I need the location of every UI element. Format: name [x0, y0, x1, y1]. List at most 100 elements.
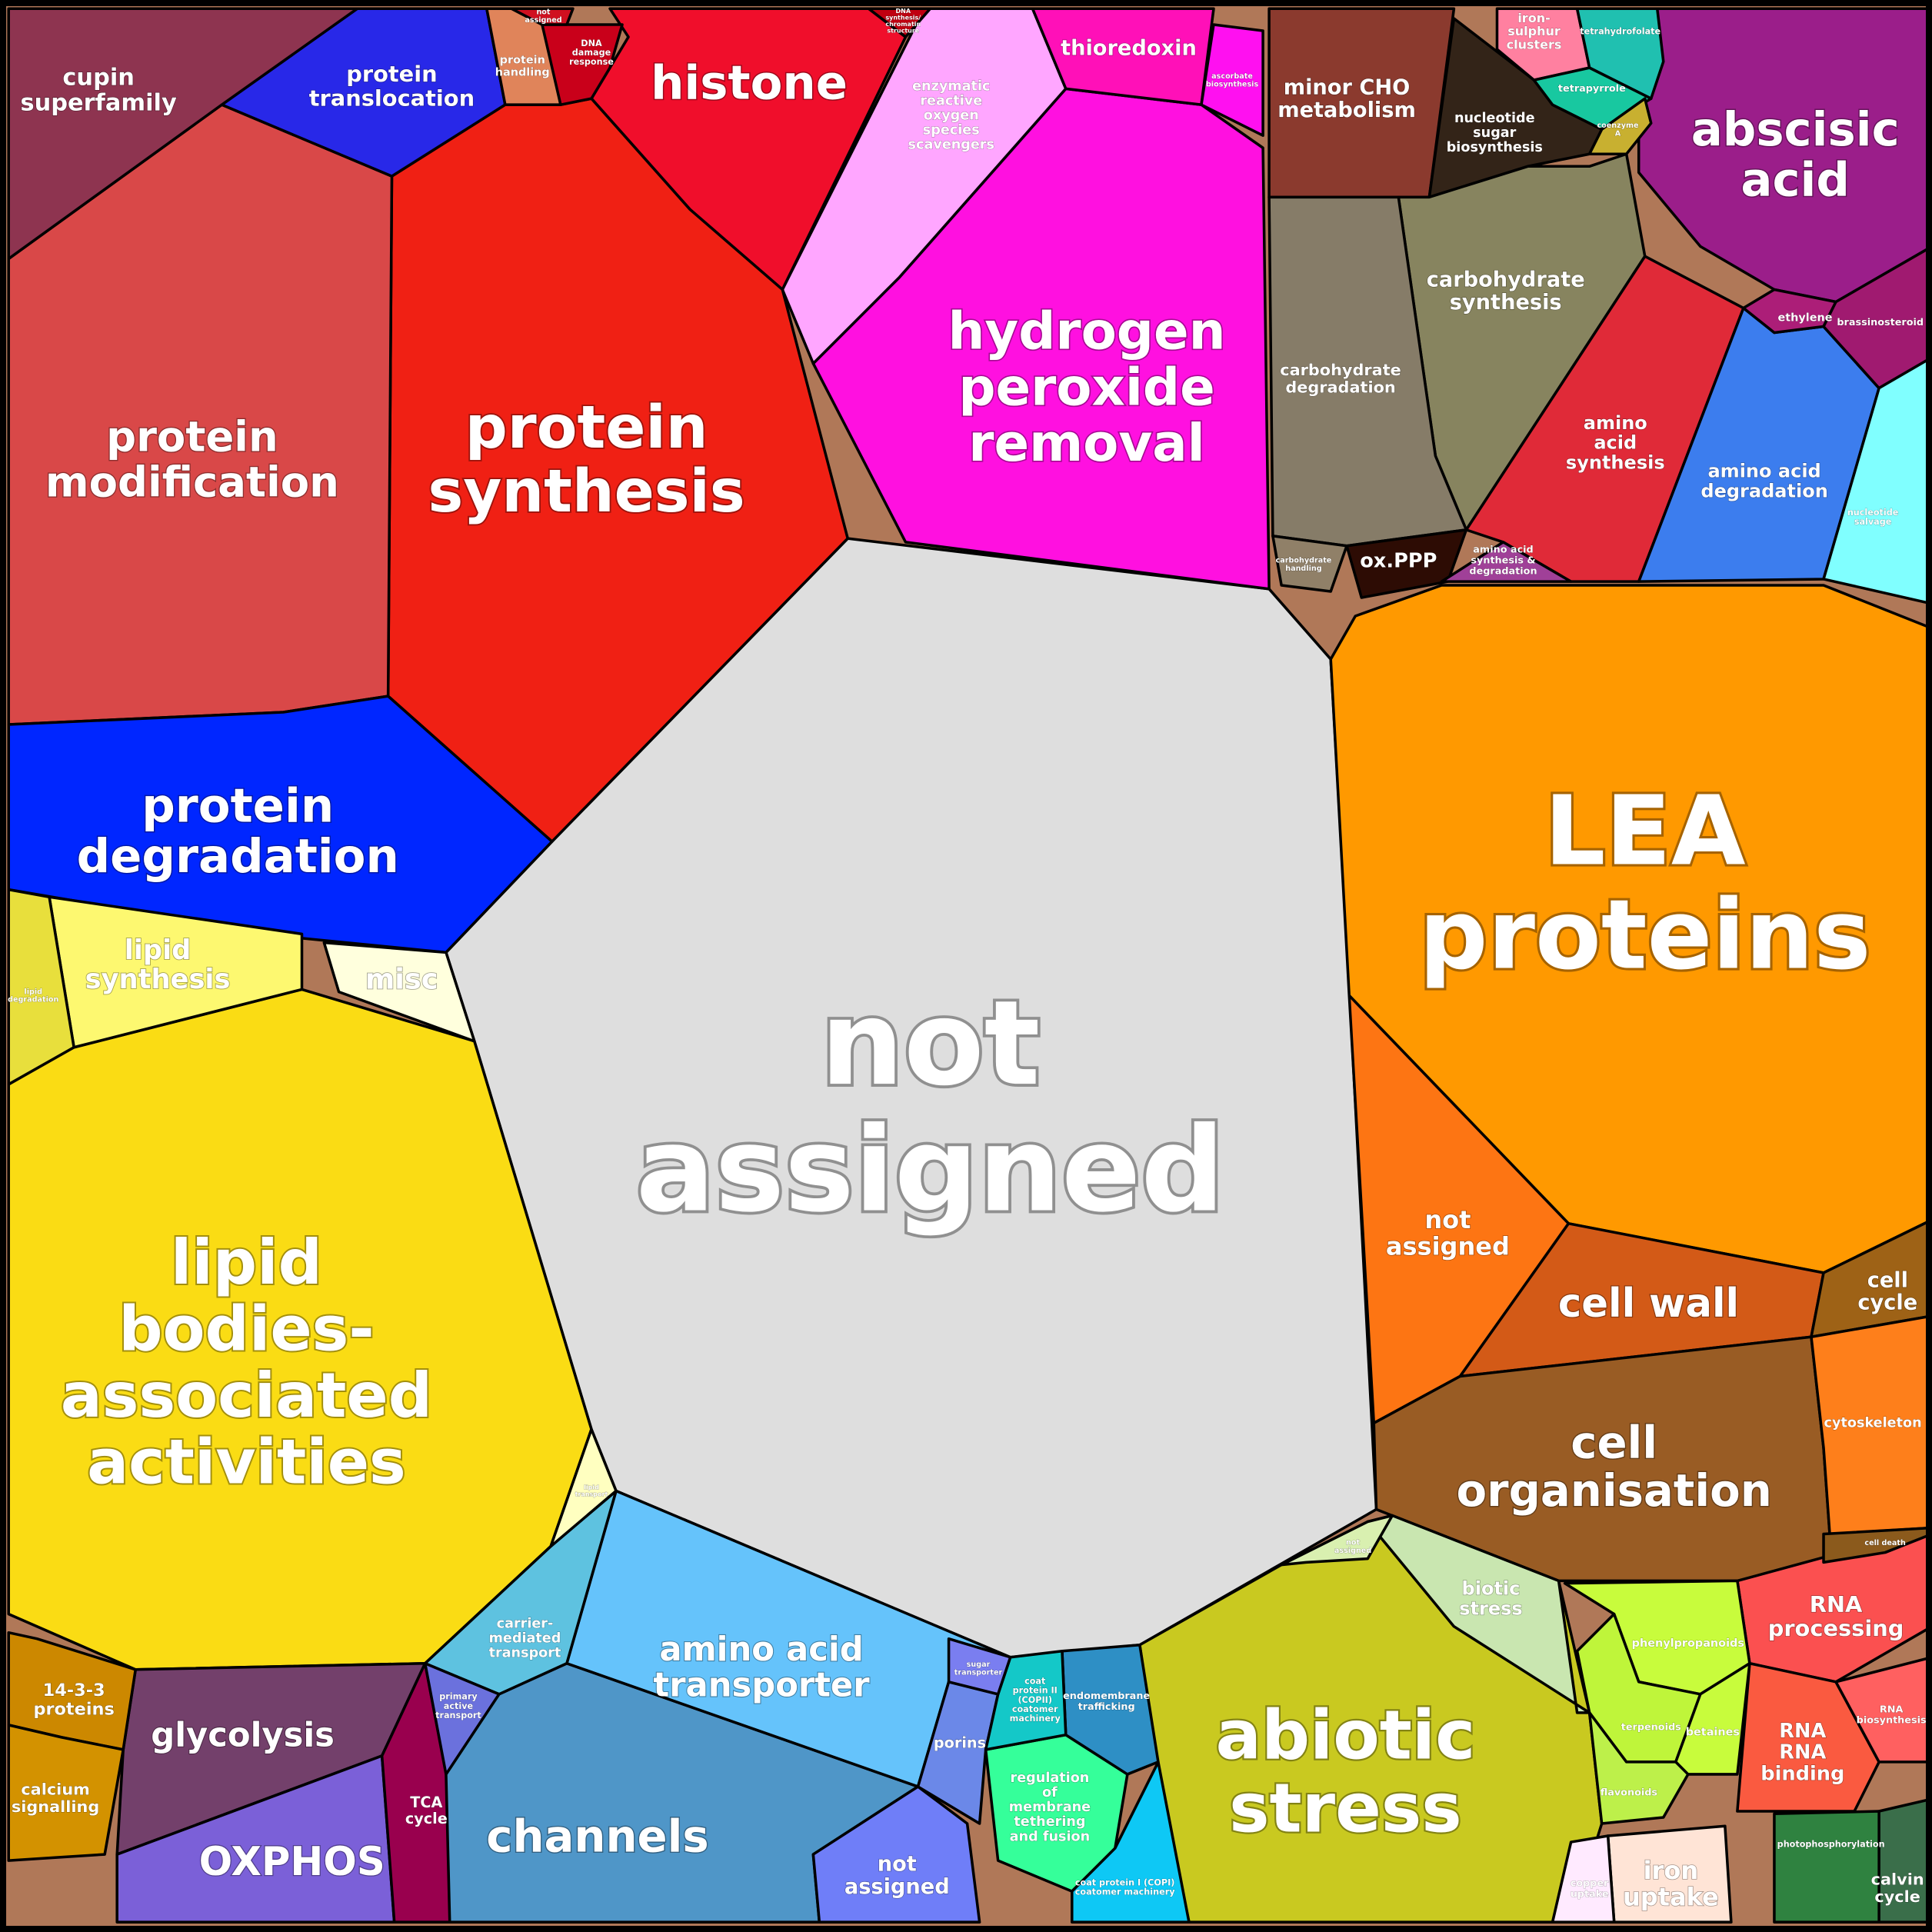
cell-label: not: [536, 8, 550, 17]
cell-label: acid: [1594, 432, 1637, 454]
cell: [811, 1785, 981, 1924]
cell-label: thioredoxin: [1061, 37, 1197, 61]
cell-label: coatomer machinery: [1075, 1887, 1175, 1897]
cell-label: clusters: [1507, 37, 1562, 52]
cell-label: cell: [1867, 1268, 1908, 1292]
cell-label: handling: [1285, 565, 1321, 573]
cell: [510, 7, 575, 26]
cell-label: amino acid: [1473, 545, 1533, 556]
cell-label: protein: [500, 55, 545, 67]
cell: [1200, 23, 1264, 137]
cell-label: carbohydrate: [1427, 268, 1585, 291]
cell-label: not: [878, 1853, 917, 1877]
cell: [1822, 355, 1932, 605]
cell: [7, 888, 75, 1086]
cell-label: chromatin: [885, 21, 921, 28]
cell: [7, 1724, 125, 1862]
cell-label: (COPII): [1018, 1695, 1052, 1705]
cell: [1877, 1797, 1932, 1924]
cell-label: LEA: [1544, 775, 1746, 887]
cell: [7, 7, 359, 261]
cell-label: not: [821, 975, 1041, 1111]
cell-label: terpenoids: [1621, 1722, 1681, 1734]
cell-label: degradation: [1469, 565, 1537, 577]
cell-label: synthesis: [1450, 291, 1562, 315]
cell: [1587, 1711, 1690, 1825]
cell: [1551, 1834, 1616, 1924]
cell-label: ox.PPP: [1360, 550, 1437, 573]
cell-label: mediated: [489, 1631, 561, 1647]
cell-label: cycle: [1857, 1291, 1917, 1315]
cell: [1271, 535, 1348, 593]
cell-label: amino: [1584, 412, 1647, 434]
cell-label: TCA: [410, 1794, 442, 1811]
cell-label: bodies-: [118, 1293, 374, 1364]
cell-label: sugar: [1473, 125, 1517, 141]
cell-label: carbohydrate: [1276, 557, 1332, 565]
cell-label: of: [1042, 1785, 1058, 1800]
cell-label: protein: [346, 61, 437, 87]
cell: [1742, 288, 1837, 335]
cell: [867, 7, 932, 38]
cell-label: uptake: [1571, 1888, 1609, 1900]
cell-label: copper: [1571, 1878, 1609, 1890]
cell: [1071, 1760, 1191, 1924]
cell-label: coatomer: [1012, 1704, 1058, 1714]
cell-label: synthesis: [1566, 452, 1665, 474]
cell-label: and fusion: [1010, 1829, 1091, 1844]
cell-label: flavonoids: [1601, 1787, 1658, 1798]
cell-label: signalling: [12, 1797, 99, 1816]
cell-label: RNA: [1779, 1720, 1826, 1743]
cell-label: superfamily: [20, 89, 176, 116]
cell-label: salvage: [1854, 517, 1892, 527]
cell-label: activities: [87, 1426, 406, 1497]
cell-label: betaines: [1686, 1726, 1740, 1738]
cell-label: lipid: [584, 1484, 599, 1491]
cell-label: species: [923, 123, 980, 138]
cell-label: degradation: [77, 829, 399, 884]
cell-label: cell wall: [1558, 1281, 1739, 1327]
cell-label: cycle: [405, 1810, 448, 1827]
cell-label: transport: [489, 1646, 561, 1661]
cell-label: abiotic: [1216, 1695, 1476, 1774]
cell-label: cell: [1571, 1417, 1657, 1469]
cell-label: carbohydrate: [1280, 361, 1401, 379]
cell-label: membrane: [1009, 1800, 1091, 1815]
cell-label: synthesis: [428, 458, 745, 526]
cell-label: brassinosteroid: [1837, 317, 1924, 328]
cell-label: degradation: [1285, 378, 1395, 397]
cell-label: associated: [61, 1360, 432, 1431]
cell-label: protein: [106, 411, 278, 461]
cell-label: hydrogen: [948, 301, 1226, 361]
cell-label: degradation: [1700, 480, 1827, 501]
cell: [322, 941, 476, 1043]
cell-label: glycolysis: [151, 1716, 335, 1754]
cell-label: not: [1424, 1205, 1471, 1234]
cell: [1674, 1661, 1751, 1776]
cell-label: tetrahydrofolate: [1580, 27, 1661, 37]
cell-label: cell death: [1864, 1539, 1906, 1547]
cell: [1587, 97, 1653, 156]
cell-label: carrier-: [497, 1617, 554, 1632]
cell-label: protein: [142, 778, 334, 833]
cell-label: assigned: [636, 1102, 1224, 1238]
cell-label: RNA: [1810, 1591, 1863, 1617]
cell-label: binding: [1760, 1762, 1844, 1785]
cell-label: RNA: [1880, 1704, 1904, 1716]
cell: [423, 1661, 501, 1776]
cell-label: amino acid: [1707, 460, 1820, 481]
cell-label: assigned: [525, 16, 561, 25]
cell-label: protein II: [1013, 1686, 1058, 1696]
cell: [1440, 541, 1573, 583]
cell-label: biosynthesis: [1206, 80, 1259, 88]
cell-label: iron: [1644, 1856, 1699, 1885]
cell-label: ethylene: [1777, 311, 1832, 324]
cell: [947, 1637, 1012, 1696]
cell-label: cupin: [62, 65, 135, 92]
cell-label: nucleotide: [1454, 111, 1535, 126]
cell-label: A: [1615, 129, 1621, 138]
cell-label: oxygen: [924, 108, 979, 124]
cell-label: transporter: [654, 1667, 871, 1705]
cell-label: synthesis/: [885, 14, 921, 21]
